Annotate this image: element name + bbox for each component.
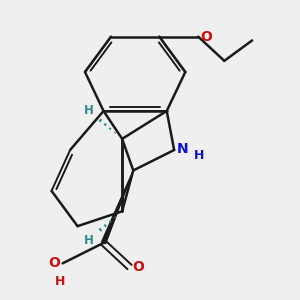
- Text: H: H: [84, 234, 94, 247]
- Text: O: O: [48, 256, 60, 270]
- Text: H: H: [55, 275, 65, 288]
- Polygon shape: [101, 170, 133, 244]
- Text: H: H: [194, 149, 204, 162]
- Text: H: H: [84, 103, 94, 117]
- Text: O: O: [133, 260, 144, 274]
- Text: O: O: [200, 30, 212, 44]
- Text: N: N: [177, 142, 189, 156]
